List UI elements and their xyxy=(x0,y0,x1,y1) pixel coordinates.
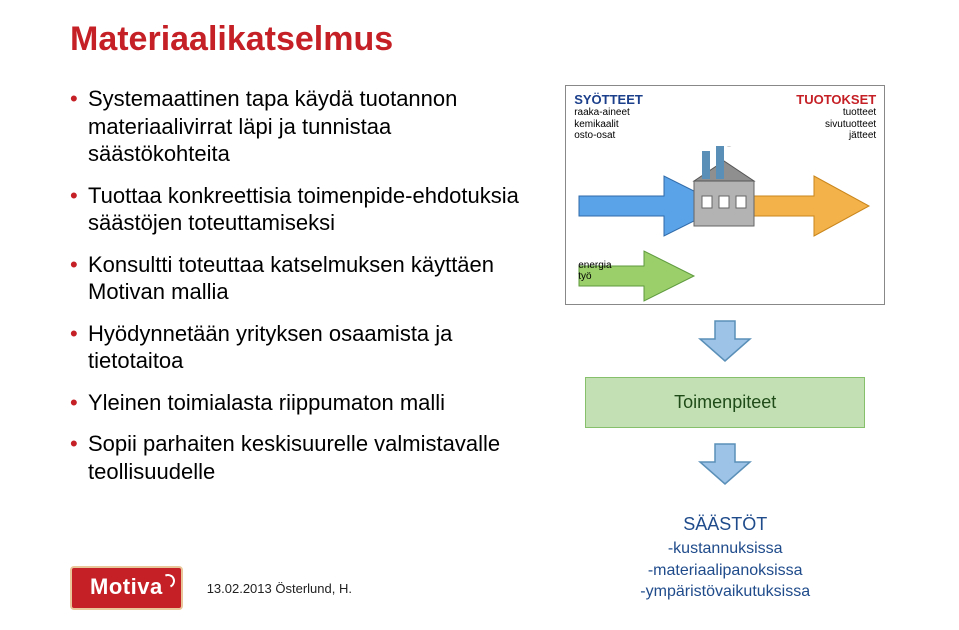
inputs-sublabel: raaka-aineet kemikaalit osto-osat xyxy=(574,107,643,142)
down-arrow-icon xyxy=(695,319,755,363)
outputs-header: TUOTOKSET xyxy=(796,92,876,107)
inputs-header: SYÖTTEET xyxy=(574,92,643,107)
bullet-item: Yleinen toimialasta riippumaton malli xyxy=(70,389,533,417)
page-title: Materiaalikatselmus xyxy=(70,20,889,59)
savings-line: -materiaalipanoksissa xyxy=(595,560,855,582)
outputs-sublabel: tuotteet sivutuotteet jätteet xyxy=(796,107,876,142)
bullet-item: Hyödynnetään yrityksen osaamista ja tiet… xyxy=(70,320,533,375)
savings-box: SÄÄSTÖT -kustannuksissa -materiaalipanok… xyxy=(585,500,865,615)
bullet-list-region: Systemaattinen tapa käydä tuotannon mate… xyxy=(70,85,533,615)
energy-label: energia työ xyxy=(578,260,611,282)
savings-line: -kustannuksissa xyxy=(595,538,855,560)
bullet-item: Tuottaa konkreettisia toimenpide-ehdotuk… xyxy=(70,182,533,237)
bullet-item: Sopii parhaiten keskisuurelle valmistava… xyxy=(70,430,533,485)
content-columns: Systemaattinen tapa käydä tuotannon mate… xyxy=(70,85,889,615)
flow-svg xyxy=(574,146,874,306)
footer: Motiva 13.02.2013 Österlund, H. xyxy=(70,566,352,610)
bullet-item: Systemaattinen tapa käydä tuotannon mate… xyxy=(70,85,533,168)
bullet-item: Konsultti toteuttaa katselmuksen käyttäe… xyxy=(70,251,533,306)
bullet-list: Systemaattinen tapa käydä tuotannon mate… xyxy=(70,85,533,485)
savings-line: -ympäristövaikutuksissa xyxy=(595,581,855,603)
io-diagram: SYÖTTEET raaka-aineet kemikaalit osto-os… xyxy=(565,85,885,305)
savings-header: SÄÄSTÖT xyxy=(595,512,855,536)
slide: Materiaalikatselmus Systemaattinen tapa … xyxy=(0,0,959,630)
down-arrow-icon xyxy=(695,442,755,486)
actions-box: Toimenpiteet xyxy=(585,377,865,428)
diagram-body: energia työ xyxy=(574,146,876,306)
factory-icon xyxy=(694,146,754,226)
motiva-logo: Motiva xyxy=(70,566,183,610)
footer-note: 13.02.2013 Österlund, H. xyxy=(207,581,352,596)
right-column: SYÖTTEET raaka-aineet kemikaalit osto-os… xyxy=(561,85,889,615)
